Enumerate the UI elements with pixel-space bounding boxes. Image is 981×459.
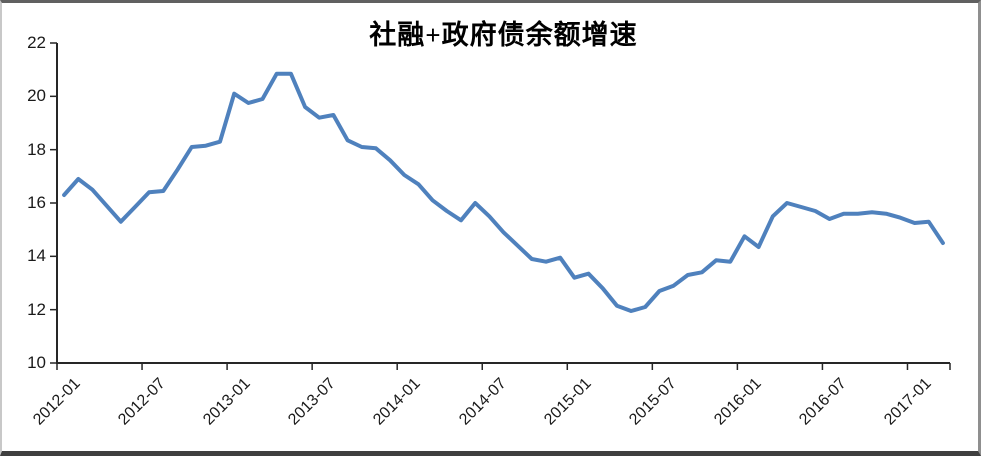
y-tick-label: 14	[27, 246, 46, 266]
chart-title: 社融+政府债余额增速	[369, 20, 638, 50]
y-tick-label: 12	[27, 299, 46, 319]
axes	[56, 43, 950, 364]
line-chart-svg	[50, 42, 951, 370]
y-tick-label: 18	[27, 139, 46, 159]
y-tick-label: 10	[27, 353, 46, 372]
y-tick-label: 22	[27, 33, 46, 52]
series-line	[62, 71, 945, 313]
y-tick-label: 20	[27, 86, 46, 106]
y-tick-label: 16	[27, 193, 46, 212]
